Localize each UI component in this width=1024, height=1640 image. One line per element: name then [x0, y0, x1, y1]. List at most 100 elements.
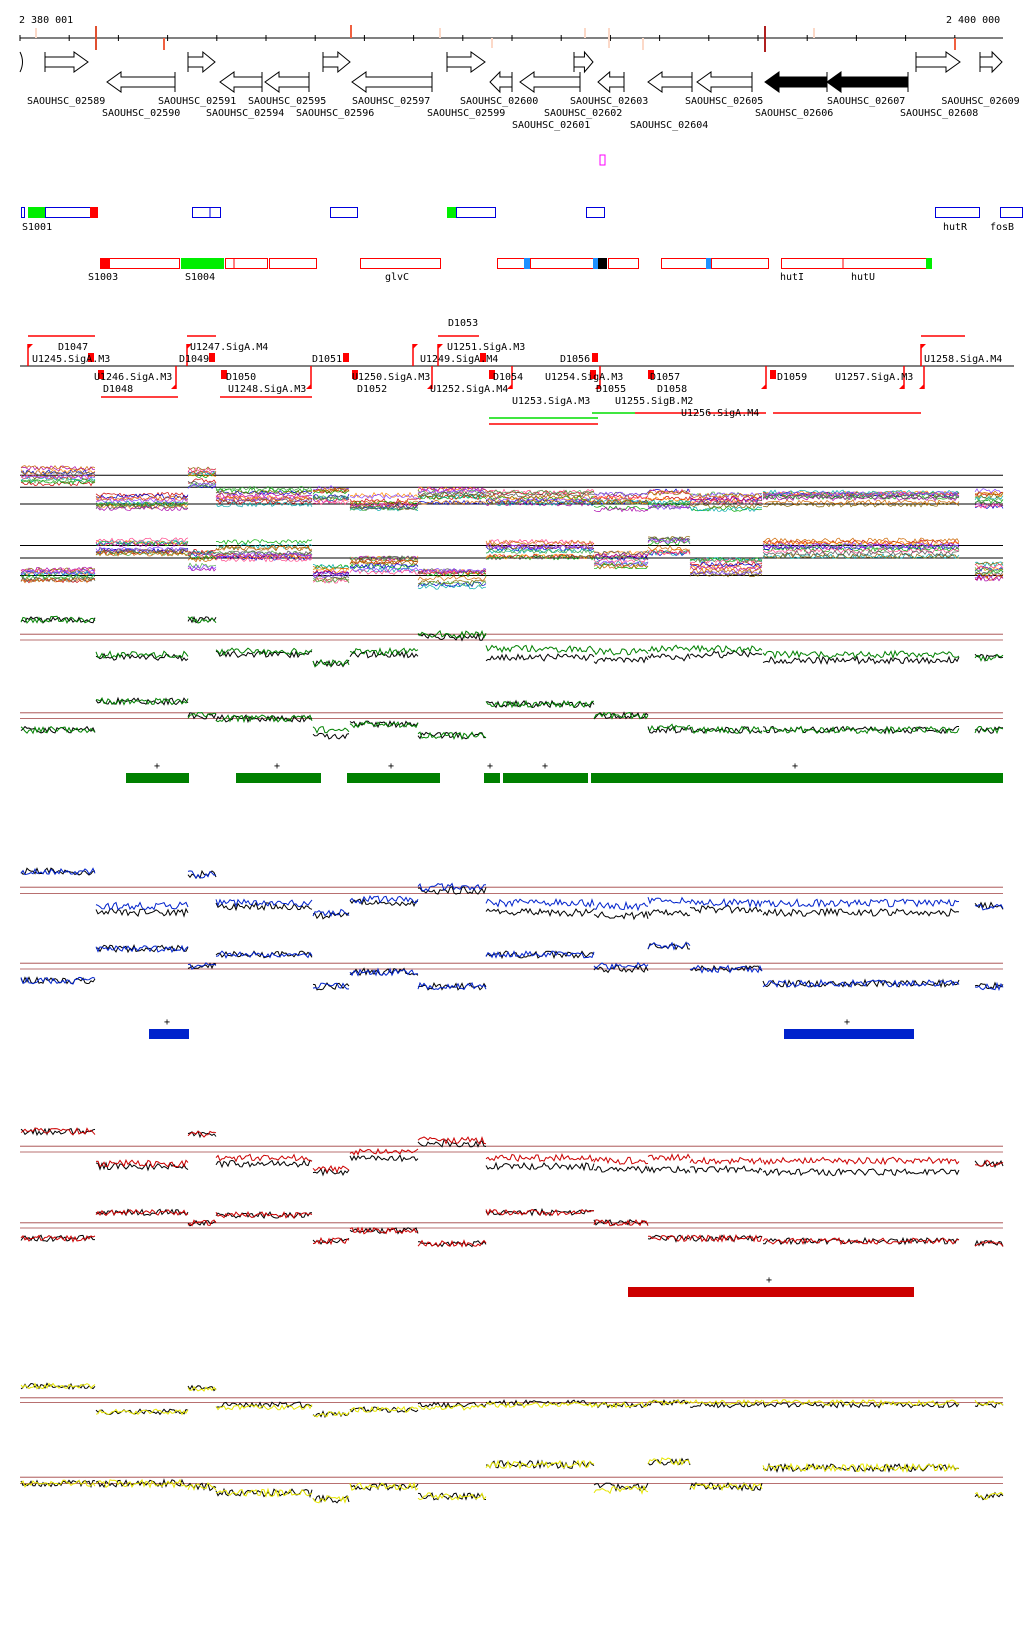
- tu-label-lower: U1248.SigA.M3: [228, 384, 306, 395]
- feature-box: [1000, 207, 1023, 218]
- gene-arrow: [187, 50, 216, 74]
- gene-label: SAOUHSC_02600: [460, 96, 538, 107]
- condition-signal-line: [20, 1208, 1004, 1248]
- differential-segment-bar: [784, 1029, 914, 1039]
- tu-label-lower: D1057: [650, 372, 680, 383]
- feature-track: S1001 hutR fosB S1003 S1004 glvC hutI hutU: [21, 154, 1023, 283]
- tu-label-lower: U1246.SigA.M3: [94, 372, 172, 383]
- expression-line: [20, 538, 1004, 579]
- feature-label: glvC: [385, 272, 409, 283]
- tu-arrow-tip: [595, 384, 600, 389]
- tu-arrow-tip: [187, 344, 192, 349]
- gene-arrow: [915, 51, 961, 73]
- tu-label-upper: D1049: [179, 354, 209, 365]
- gene-arrow: [219, 71, 263, 93]
- gene-label: SAOUHSC_02608: [900, 108, 978, 119]
- feature-label: hutU: [851, 272, 875, 283]
- tu-label-lower: U1250.SigA.M3: [352, 372, 430, 383]
- condition-signal-line: [20, 615, 1004, 668]
- tu-arrow-tip: [438, 344, 443, 349]
- feature-box: [711, 258, 769, 269]
- differential-segment-bar: [503, 773, 588, 783]
- tu-arrow-tip: [899, 384, 904, 389]
- tu-label-lower: D1048: [103, 384, 133, 395]
- tu-arrow-tip: [921, 344, 926, 349]
- gene-arrow: [826, 71, 909, 93]
- feature-box: [90, 207, 98, 218]
- tu-label-lower: U1257.SigA.M3: [835, 372, 913, 383]
- expression-line: [20, 465, 1004, 506]
- expression-line: [20, 537, 1004, 584]
- segment-plus-sign: +: [164, 1017, 170, 1028]
- reference-signal-line: [20, 1126, 1004, 1177]
- snp-marker: [813, 28, 815, 38]
- feature-box: [608, 258, 639, 269]
- gene-label: SAOUHSC_02595: [248, 96, 326, 107]
- tu-label-lower: D1059: [777, 372, 807, 383]
- condition-signal-line: [20, 941, 1004, 992]
- snp-marker: [163, 38, 165, 50]
- terminator-box: [98, 370, 104, 379]
- terminator-box: [221, 370, 227, 379]
- tu-label-upper: D1051: [312, 354, 342, 365]
- tu-arrow-tip: [507, 384, 512, 389]
- tu-arrow-tip: [171, 384, 176, 389]
- terminator-box: [209, 353, 215, 362]
- expression-line: [20, 470, 1004, 511]
- condition-signal-line: [20, 1457, 1004, 1504]
- gene-arrow: [322, 50, 351, 74]
- expression-line: [20, 539, 1004, 584]
- feature-box: [192, 207, 221, 218]
- segment-plus-sign: +: [844, 1017, 850, 1028]
- feature-box: [109, 258, 180, 269]
- feature-box: [497, 258, 525, 269]
- terminator-box: [770, 370, 776, 379]
- signal-track-blue-minus: [20, 941, 1004, 992]
- gene-label: SAOUHSC_02589: [27, 96, 105, 107]
- segment-plus-sign: +: [274, 761, 280, 772]
- gene-label: SAOUHSC_02607: [827, 96, 905, 107]
- tu-arrow-tip: [306, 384, 311, 389]
- signal-track-blue-plus: [20, 867, 1004, 921]
- feature-box: [524, 258, 531, 269]
- gene-arrow: [351, 71, 433, 93]
- gene-label: SAOUHSC_02599: [427, 108, 505, 119]
- tu-label-upper: U1247.SigA.M4: [190, 342, 268, 353]
- segment-plus-sign: +: [542, 761, 548, 772]
- feature-box: [935, 207, 980, 218]
- segment-plus-sign: +: [154, 761, 160, 772]
- condition-signal-line: [20, 1127, 1004, 1174]
- gene-arrow-partial: [19, 51, 23, 73]
- tu-arrow-tip: [919, 384, 924, 389]
- reference-signal-line: [20, 1382, 1004, 1419]
- feature-label: hutR: [943, 222, 968, 233]
- gene-arrow: [979, 50, 1003, 74]
- feature-label: S1004: [185, 272, 215, 283]
- feature-label: hutI: [780, 272, 804, 283]
- snp-marker: [95, 26, 97, 50]
- tu-label-upper: D1056: [560, 354, 590, 365]
- gene-label: SAOUHSC_02590: [102, 108, 180, 119]
- signal-track-yellow-plus: [20, 1382, 1004, 1419]
- feature-box: [781, 258, 927, 269]
- feature-box: [598, 258, 607, 269]
- segment-plus-sign: +: [388, 761, 394, 772]
- tu-label-upper: U1251.SigA.M3: [447, 342, 525, 353]
- tu-label-lower: U1253.SigA.M3: [512, 396, 590, 407]
- gene-arrow: [573, 50, 594, 74]
- signal-track-green-minus: [20, 696, 1004, 741]
- terminator-box: [592, 353, 598, 362]
- signal-track-red-plus: [20, 1126, 1004, 1177]
- feature-box: [21, 207, 25, 218]
- tu-arrow-tip: [413, 344, 418, 349]
- feature-box: [45, 207, 91, 218]
- tu-label-lower: D1058: [657, 384, 687, 395]
- differential-segment-bar: [591, 773, 1003, 783]
- feature-box: [330, 207, 358, 218]
- snp-marker: [642, 38, 644, 50]
- gene-label: SAOUHSC_02594: [206, 108, 284, 119]
- feature-box: [586, 207, 605, 218]
- expression-line: [20, 536, 1004, 583]
- signal-track-green-plus: [20, 615, 1004, 668]
